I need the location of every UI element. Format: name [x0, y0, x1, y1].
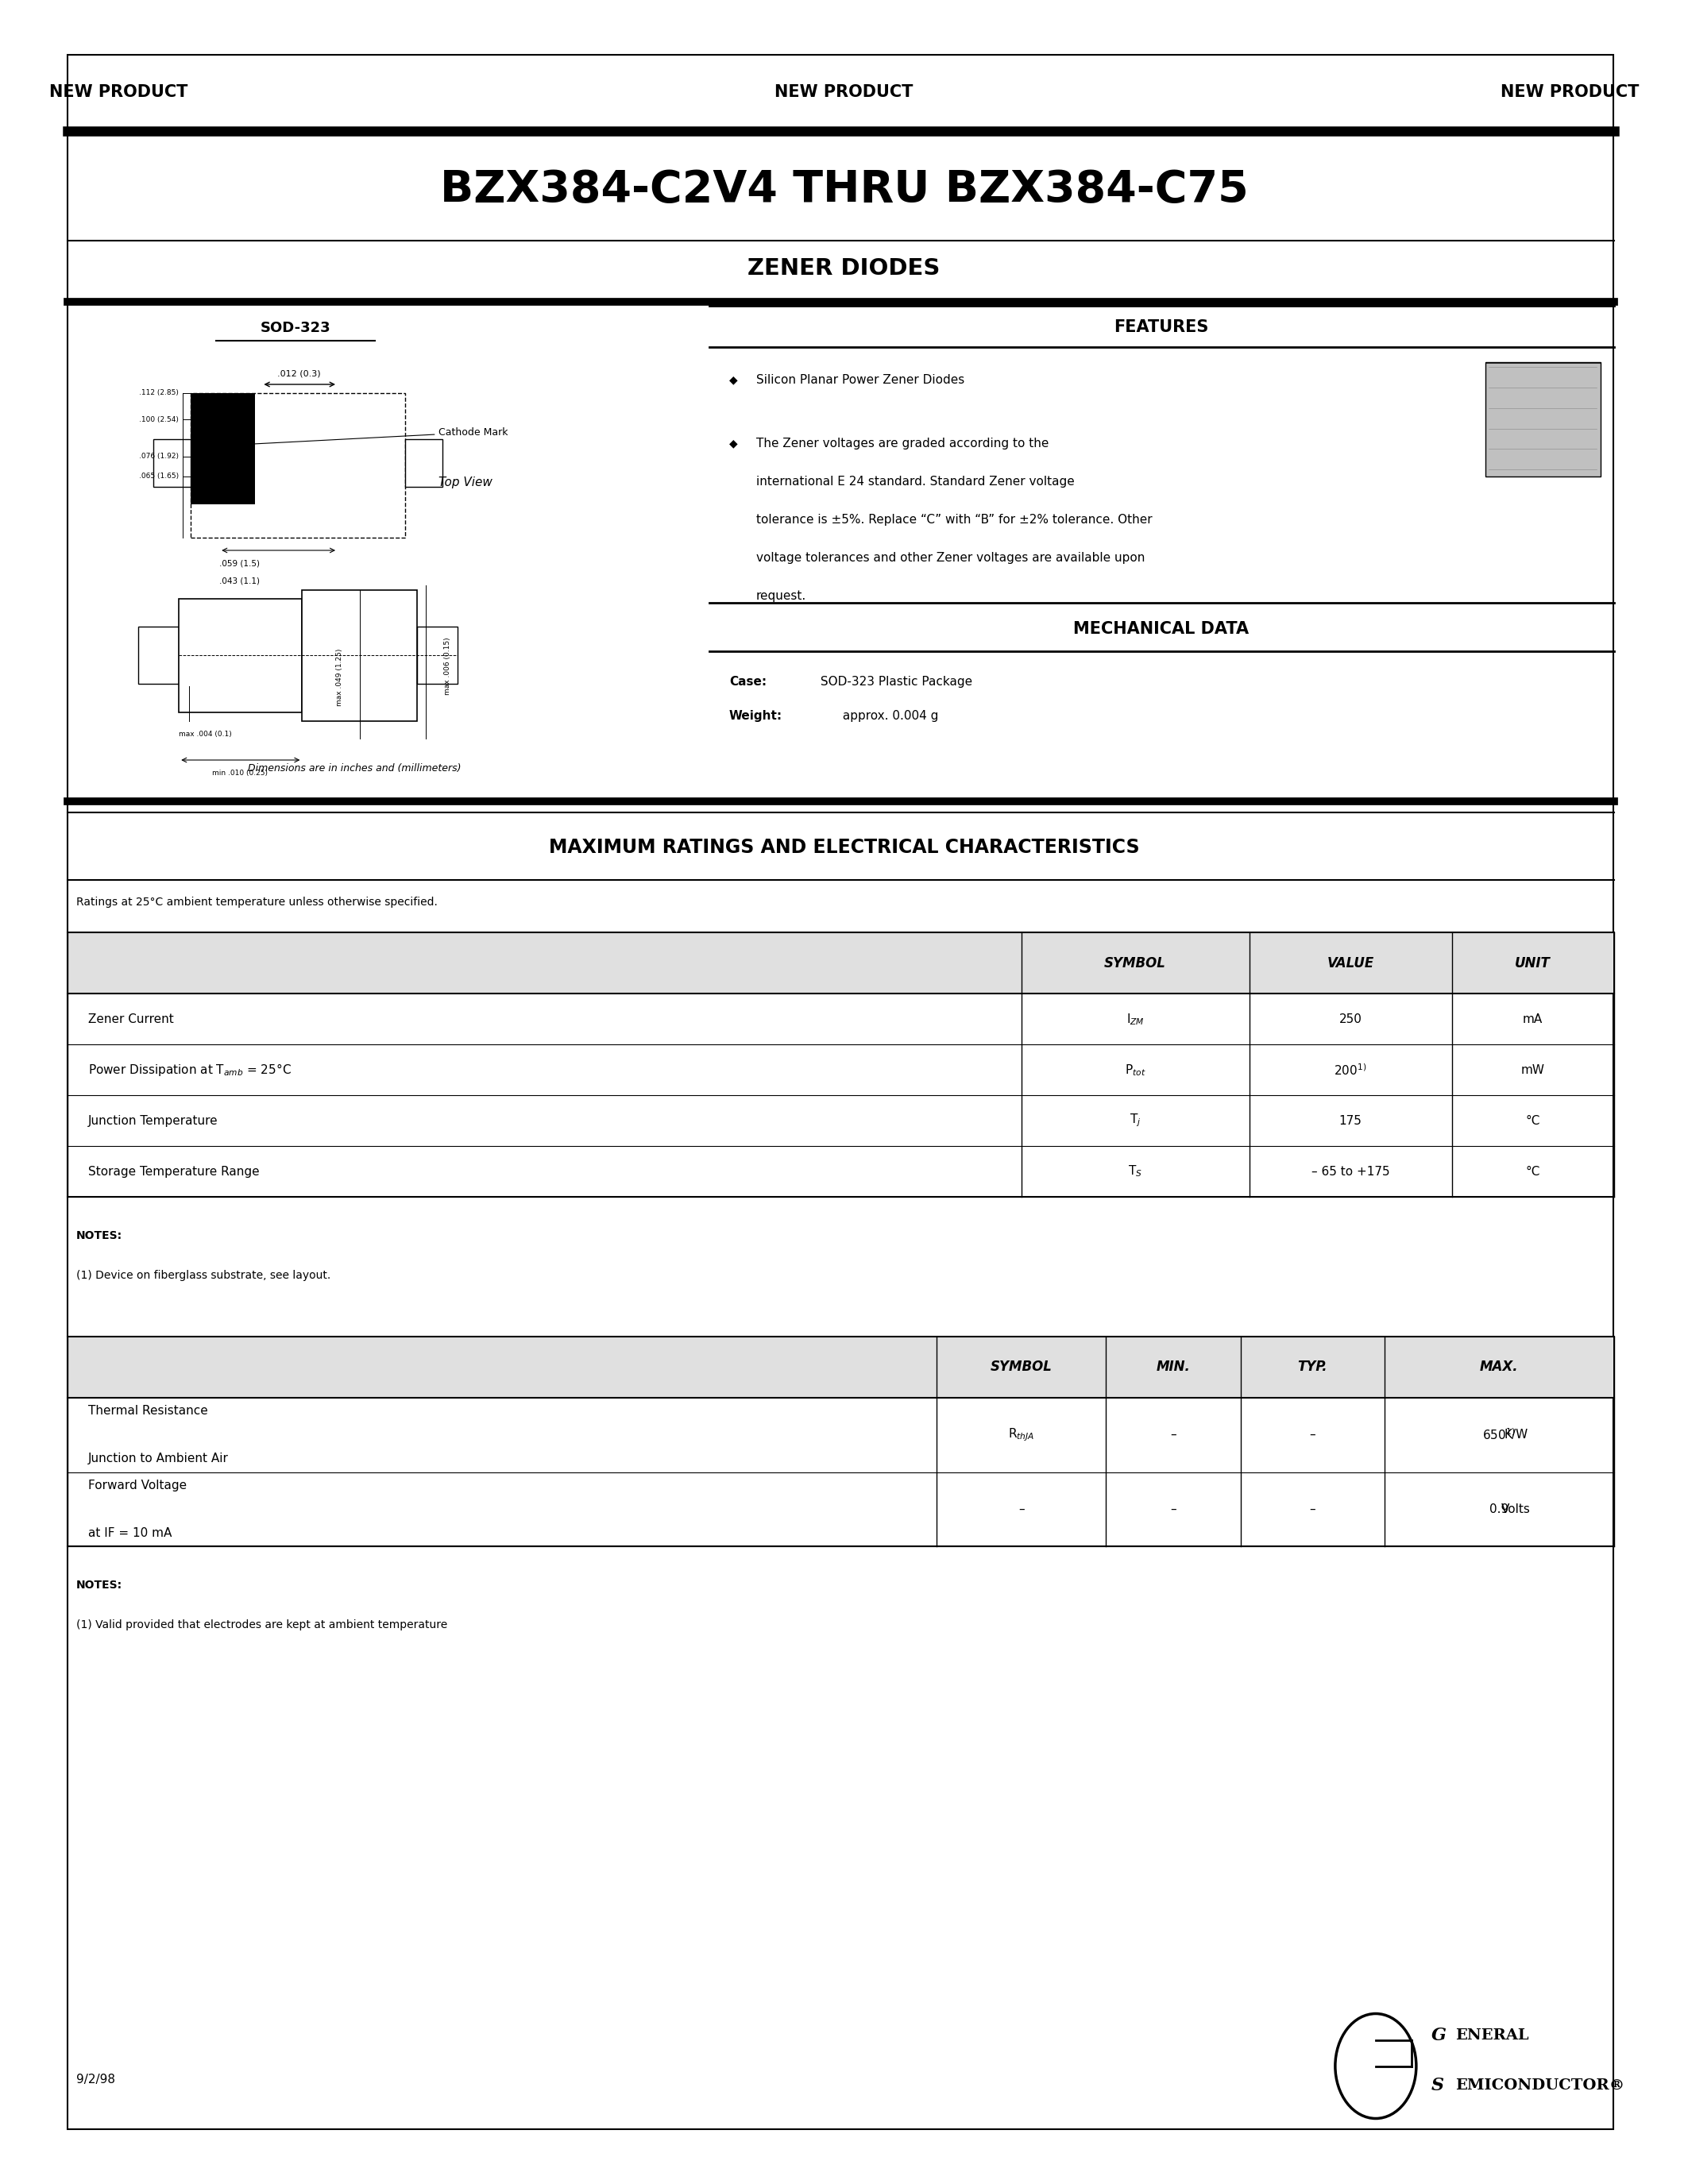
Text: MECHANICAL DATA: MECHANICAL DATA [1074, 620, 1249, 638]
Bar [68, 933, 1614, 994]
Text: –: – [1018, 1503, 1025, 1516]
Text: .065 (1.65): .065 (1.65) [138, 472, 179, 480]
Text: tolerance is ±5%. Replace “C” with “B” for ±2% tolerance. Other: tolerance is ±5%. Replace “C” with “B” f… [756, 513, 1153, 526]
Text: voltage tolerances and other Zener voltages are available upon: voltage tolerances and other Zener volta… [756, 553, 1144, 563]
Text: .076 (1.92): .076 (1.92) [138, 452, 179, 461]
Text: G: G [1431, 2027, 1447, 2044]
Text: EMICONDUCTOR®: EMICONDUCTOR® [1455, 2079, 1624, 2092]
Text: .100 (2.54): .100 (2.54) [140, 415, 179, 424]
Text: ◆: ◆ [729, 373, 738, 387]
Text: –: – [1310, 1428, 1315, 1441]
Text: .059 (1.5): .059 (1.5) [219, 559, 260, 568]
Text: MAXIMUM RATINGS AND ELECTRICAL CHARACTERISTICS: MAXIMUM RATINGS AND ELECTRICAL CHARACTER… [549, 839, 1139, 856]
Text: UNIT: UNIT [1514, 957, 1551, 970]
Text: .112 (2.85): .112 (2.85) [140, 389, 179, 397]
Text: 250: 250 [1339, 1013, 1362, 1024]
Text: P$_{tot}$: P$_{tot}$ [1124, 1061, 1146, 1077]
Bar [417, 627, 457, 684]
Text: BZX384-C2V4 THRU BZX384-C75: BZX384-C2V4 THRU BZX384-C75 [441, 168, 1247, 212]
Text: mA: mA [1523, 1013, 1543, 1024]
Text: request.: request. [756, 590, 807, 603]
Text: ZENER DIODES: ZENER DIODES [748, 258, 940, 280]
Text: – 65 to +175: – 65 to +175 [1312, 1166, 1389, 1177]
Text: Case:: Case: [729, 675, 766, 688]
Text: K/W: K/W [1504, 1428, 1528, 1441]
Text: Zener Current: Zener Current [88, 1013, 174, 1024]
Bar [405, 439, 442, 487]
Text: 0.9: 0.9 [1489, 1503, 1509, 1516]
Text: SYMBOL: SYMBOL [991, 1361, 1052, 1374]
Text: NEW PRODUCT: NEW PRODUCT [49, 83, 187, 100]
Text: Silicon Planar Power Zener Diodes: Silicon Planar Power Zener Diodes [756, 373, 964, 387]
Text: .012 (0.3): .012 (0.3) [277, 369, 321, 378]
Text: 9/2/98: 9/2/98 [76, 2073, 115, 2086]
Text: –: – [1170, 1503, 1177, 1516]
Text: Junction Temperature: Junction Temperature [88, 1114, 218, 1127]
Text: at IF = 10 mA: at IF = 10 mA [88, 1527, 172, 1540]
Text: Dimensions are in inches and (millimeters): Dimensions are in inches and (millimeter… [248, 764, 461, 773]
Text: (1) Valid provided that electrodes are kept at ambient temperature: (1) Valid provided that electrodes are k… [76, 1618, 447, 1631]
Bar [302, 590, 417, 721]
Text: Power Dissipation at T$_{amb}$ = 25°C: Power Dissipation at T$_{amb}$ = 25°C [88, 1061, 290, 1079]
Text: NEW PRODUCT: NEW PRODUCT [775, 83, 913, 100]
Text: °C: °C [1526, 1114, 1539, 1127]
Bar [191, 393, 255, 505]
Text: international E 24 standard. Standard Zener voltage: international E 24 standard. Standard Ze… [756, 476, 1075, 487]
Text: Storage Temperature Range: Storage Temperature Range [88, 1166, 258, 1177]
Text: T$_{S}$: T$_{S}$ [1128, 1164, 1143, 1179]
Text: Junction to Ambient Air: Junction to Ambient Air [88, 1452, 228, 1465]
Text: max .004 (0.1): max .004 (0.1) [179, 729, 231, 738]
Text: SOD-323 Plastic Package: SOD-323 Plastic Package [817, 675, 972, 688]
Text: max .006 (0.15): max .006 (0.15) [444, 638, 451, 695]
Text: ◆: ◆ [729, 437, 738, 450]
Text: 175: 175 [1339, 1114, 1362, 1127]
Bar [154, 439, 191, 487]
Text: Cathode Mark: Cathode Mark [226, 428, 508, 448]
Text: NEW PRODUCT: NEW PRODUCT [1501, 83, 1639, 100]
Text: (1) Device on fiberglass substrate, see layout.: (1) Device on fiberglass substrate, see … [76, 1269, 331, 1282]
Text: 200$^{1)}$: 200$^{1)}$ [1334, 1061, 1367, 1077]
Text: TYP.: TYP. [1298, 1361, 1327, 1374]
Text: approx. 0.004 g: approx. 0.004 g [839, 710, 939, 723]
Text: I$_{ZM}$: I$_{ZM}$ [1126, 1011, 1144, 1026]
Text: mW: mW [1521, 1064, 1545, 1077]
Text: Forward Voltage: Forward Voltage [88, 1479, 186, 1492]
Bar [68, 1337, 1614, 1398]
Text: FEATURES: FEATURES [1114, 319, 1209, 336]
Text: Ratings at 25°C ambient temperature unless otherwise specified.: Ratings at 25°C ambient temperature unle… [76, 895, 437, 909]
Text: –: – [1170, 1428, 1177, 1441]
Text: SYMBOL: SYMBOL [1104, 957, 1166, 970]
Text: T$_{j}$: T$_{j}$ [1129, 1112, 1141, 1129]
Text: –: – [1310, 1503, 1315, 1516]
Text: Weight:: Weight: [729, 710, 783, 723]
Text: NOTES:: NOTES: [76, 1230, 122, 1243]
Text: 650$^{1)}$: 650$^{1)}$ [1482, 1428, 1516, 1441]
Text: max .049 (1.25): max .049 (1.25) [336, 649, 343, 705]
Text: NOTES:: NOTES: [76, 1579, 122, 1592]
Bar [191, 393, 405, 537]
Text: SOD-323: SOD-323 [260, 321, 331, 334]
Text: .043 (1.1): .043 (1.1) [219, 577, 260, 585]
Text: Top View: Top View [439, 476, 493, 489]
Text: Thermal Resistance: Thermal Resistance [88, 1404, 208, 1417]
Text: The Zener voltages are graded according to the: The Zener voltages are graded according … [756, 437, 1048, 450]
Text: ENERAL: ENERAL [1455, 2029, 1529, 2042]
Text: MIN.: MIN. [1156, 1361, 1190, 1374]
Text: MAX.: MAX. [1480, 1361, 1518, 1374]
Text: R$_{thJA}$: R$_{thJA}$ [1008, 1426, 1035, 1444]
Bar [179, 598, 302, 712]
Bar [1485, 363, 1600, 476]
Text: S: S [1431, 2077, 1445, 2094]
Bar [138, 627, 179, 684]
Text: VALUE: VALUE [1327, 957, 1374, 970]
Text: Volts: Volts [1501, 1503, 1531, 1516]
Text: °C: °C [1526, 1166, 1539, 1177]
Text: min .010 (0.25): min .010 (0.25) [213, 769, 267, 778]
